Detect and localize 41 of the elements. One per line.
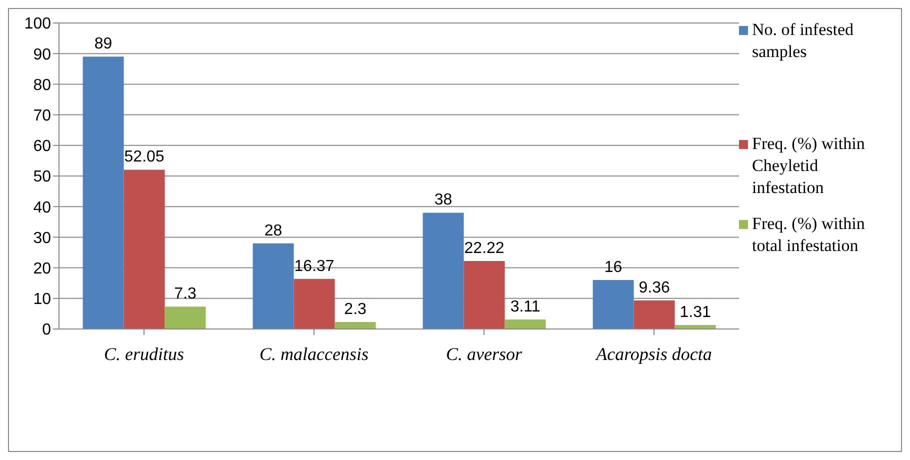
bar: [592, 280, 634, 329]
y-tick-label: 10: [33, 291, 52, 308]
y-tick-label: 80: [33, 76, 52, 94]
data-label: 28: [264, 222, 282, 240]
legend-label: Freq. (%) within Cheyletid infestation: [752, 133, 866, 199]
y-tick-label: 0: [42, 322, 52, 339]
data-label: 9.36: [638, 279, 670, 296]
bar: [334, 322, 376, 329]
bar: [252, 243, 294, 329]
bar: [464, 261, 505, 329]
x-tick-label: C. aversor: [446, 344, 523, 364]
data-label: 52.05: [124, 148, 164, 166]
data-label: 16: [604, 259, 622, 276]
bar: [422, 212, 464, 329]
bar: [124, 170, 165, 329]
x-tick-label: C. malaccensis: [260, 344, 368, 364]
y-tick-label: 70: [33, 107, 52, 124]
y-tick-label: 20: [33, 260, 52, 278]
y-tick-label: 30: [33, 230, 52, 247]
bar: [164, 306, 206, 329]
y-tick-label: 50: [33, 168, 52, 186]
data-label: 22.22: [464, 240, 504, 258]
data-label: 89: [94, 36, 112, 53]
legend-label: Freq. (%) within total infestation: [752, 213, 866, 257]
data-label: 7.3: [174, 286, 197, 303]
bar: [634, 300, 675, 329]
data-label: 38: [434, 192, 452, 209]
data-label: 3.11: [510, 298, 540, 316]
data-label: 2.3: [344, 300, 367, 318]
y-tick-label: 40: [33, 199, 52, 216]
y-tick-label: 90: [33, 46, 52, 64]
legend-label: No. of infested samples: [752, 19, 855, 63]
data-label: 16.37: [294, 258, 334, 275]
y-tick-label: 100: [24, 16, 52, 33]
y-tick-label: 60: [33, 138, 52, 156]
bar: [82, 56, 124, 329]
bar: [294, 278, 335, 329]
data-label: 1.31: [680, 304, 711, 321]
x-tick-label: Acaropsis docta: [595, 344, 712, 364]
bar: [504, 319, 546, 329]
x-tick-label: C. eruditus: [104, 344, 184, 364]
